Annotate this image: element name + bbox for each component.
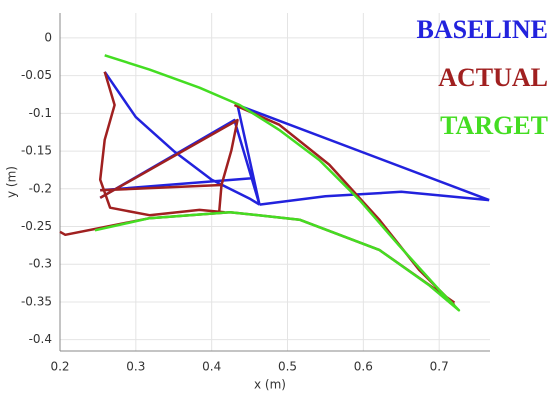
series-line (59, 71, 456, 306)
x-tick-label: 0.7 (430, 360, 449, 374)
x-tick-label: 0.5 (278, 360, 297, 374)
y-tick-label: -0.1 (29, 106, 52, 120)
legend-entry: BASELINE (417, 15, 549, 44)
y-tick-label: -0.25 (21, 219, 52, 233)
x-tick-label: 0.6 (354, 360, 373, 374)
y-axis-label: y (m) (5, 166, 19, 198)
legend-entry: ACTUAL (438, 63, 548, 92)
x-tick-label: 0.3 (126, 360, 145, 374)
x-axis-label: x (m) (254, 378, 286, 392)
y-tick-label: -0.3 (29, 257, 52, 271)
legend-entry: TARGET (440, 111, 548, 140)
y-tick-label: -0.05 (21, 68, 52, 82)
y-tick-label: -0.2 (29, 181, 52, 195)
series-line (94, 54, 461, 312)
y-tick-label: 0 (44, 30, 52, 44)
x-tick-label: 0.4 (202, 360, 221, 374)
x-tick-label: 0.2 (50, 360, 69, 374)
y-tick-label: -0.15 (21, 144, 52, 158)
y-tick-label: -0.35 (21, 294, 52, 308)
y-tick-label: -0.4 (29, 332, 52, 346)
